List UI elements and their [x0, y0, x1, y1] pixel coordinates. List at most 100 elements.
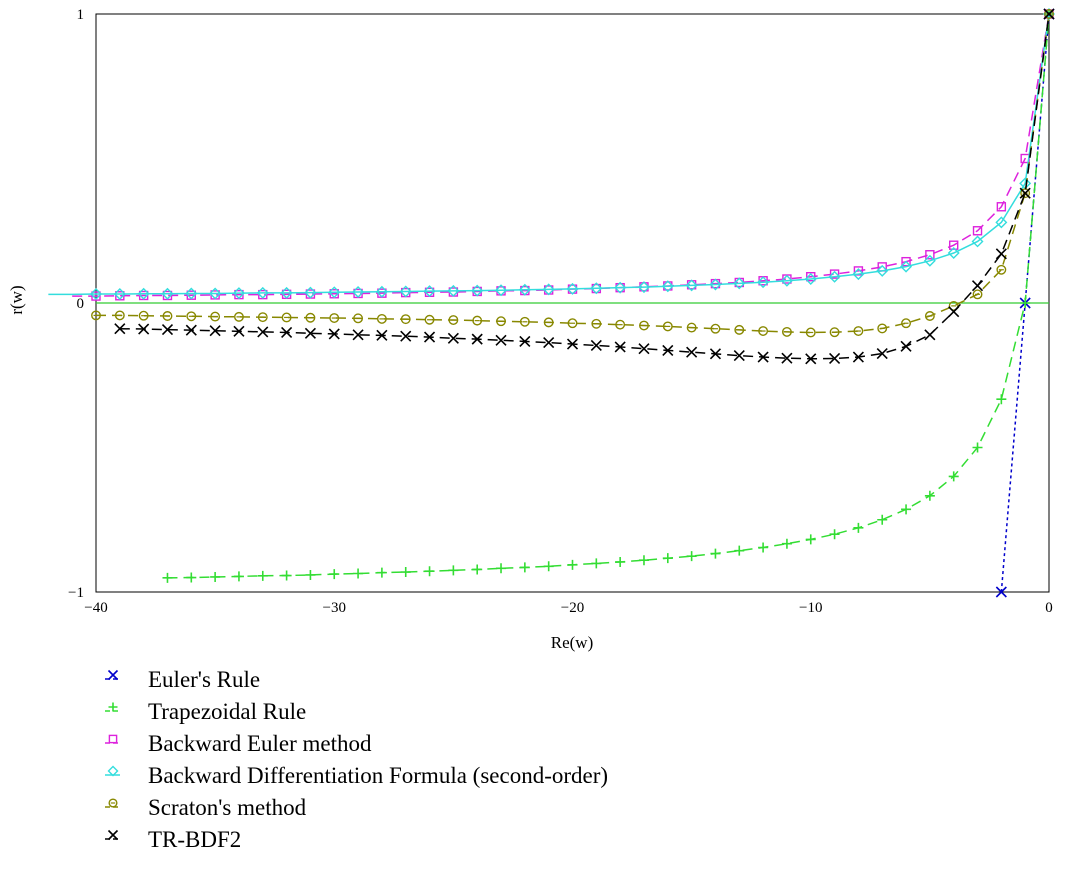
data-point-3-19 [495, 284, 508, 297]
marker-circle-ring [710, 323, 721, 334]
marker-circle-ring [996, 264, 1007, 275]
x-axis-label: Re(w) [551, 633, 593, 652]
data-point-1-3 [233, 571, 244, 582]
data-point-5-18 [543, 337, 555, 349]
series-line-1 [167, 13, 1050, 579]
data-point-3-25 [637, 281, 650, 294]
data-point-4-13 [400, 314, 411, 325]
data-point-2-39 [996, 202, 1007, 212]
data-point-3-36 [900, 260, 913, 273]
data-point-3-8 [232, 287, 245, 300]
data-point-1-0 [162, 572, 173, 583]
marker-circle-ring [781, 326, 792, 337]
data-point-3-14 [375, 285, 388, 298]
data-point-3-28 [709, 278, 722, 291]
data-point-3-34 [852, 268, 865, 281]
legend-item-3: Backward Differentiation Formula (second… [105, 763, 608, 788]
legend-marker [108, 798, 118, 808]
x-tick-label: −40 [84, 600, 107, 616]
data-point-2-1 [91, 291, 101, 301]
data-point-5-17 [519, 335, 531, 348]
data-point-5-19 [566, 338, 579, 350]
series-4 [91, 9, 1054, 338]
data-point-1-1 [186, 572, 197, 583]
marker-circle-ring [662, 321, 673, 332]
data-point-1-22 [686, 551, 697, 562]
data-point-3-12 [328, 286, 341, 299]
marker-circle-ring [448, 315, 459, 326]
series-2 [72, 9, 1054, 301]
data-point-5-16 [495, 334, 507, 346]
marker-circle-ring [329, 313, 340, 323]
data-point-5-12 [400, 330, 412, 342]
data-point-3-35 [876, 264, 889, 277]
legend-label: Backward Euler method [148, 731, 372, 756]
marker-circle-ring [805, 327, 816, 338]
marker-circle-ring [108, 798, 118, 808]
data-point-3-7 [209, 287, 222, 300]
data-point-0-0 [995, 586, 1007, 598]
marker-circle-ring [424, 314, 435, 325]
series-3 [48, 8, 1055, 301]
data-point-4-14 [424, 314, 435, 325]
data-point-5-20 [590, 339, 602, 352]
data-point-3-15 [399, 285, 412, 298]
x-tick-label: 0 [1045, 600, 1053, 616]
legend-item-0: Euler's Rule [105, 667, 260, 692]
data-point-3-2 [90, 288, 102, 301]
data-point-4-17 [496, 316, 506, 327]
data-point-4-12 [376, 313, 387, 324]
data-point-4-11 [353, 313, 364, 324]
x-tick-label: −20 [561, 600, 584, 616]
marker-circle-ring [376, 313, 387, 324]
legend-item-4: Scraton's method [105, 795, 307, 820]
data-point-5-32 [876, 348, 888, 360]
legend-marker [107, 669, 119, 681]
data-point-3-21 [542, 283, 555, 296]
data-point-2-35 [901, 256, 911, 267]
data-point-3-24 [614, 281, 627, 294]
marker-circle-ring [639, 320, 649, 331]
data-point-5-33 [900, 340, 912, 352]
data-point-1-34 [972, 442, 983, 453]
data-point-3-40 [995, 216, 1008, 229]
y-axis-label: r(w) [7, 285, 26, 314]
legend-item-1: Trapezoidal Rule [105, 699, 306, 724]
data-point-5-0 [114, 323, 126, 335]
data-point-5-21 [614, 341, 626, 353]
data-point-1-30 [877, 514, 888, 525]
data-point-4-15 [448, 315, 459, 326]
data-point-3-18 [471, 284, 484, 297]
marker-circle-ring [114, 310, 125, 321]
data-point-4-37 [972, 289, 983, 300]
data-point-1-7 [329, 569, 340, 580]
data-point-3-30 [757, 276, 770, 289]
data-point-4-36 [948, 300, 959, 311]
data-point-3-17 [447, 284, 460, 297]
data-point-1-27 [805, 534, 816, 545]
data-point-2-37 [949, 240, 959, 250]
data-point-5-39 [1043, 8, 1055, 20]
data-point-3-13 [352, 286, 365, 299]
data-point-5-13 [423, 331, 436, 343]
legend-label: Backward Differentiation Formula (second… [148, 763, 608, 788]
marker-circle-ring [233, 311, 244, 322]
data-point-1-19 [615, 556, 626, 567]
data-point-3-29 [733, 277, 746, 290]
legend-label: Scraton's method [148, 795, 307, 820]
data-point-5-8 [304, 327, 316, 339]
data-point-2-32 [829, 269, 840, 279]
data-point-1-35 [996, 394, 1007, 405]
marker-circle-ring [948, 300, 959, 311]
data-point-3-10 [280, 286, 293, 299]
legend-item-2: Backward Euler method [105, 731, 372, 756]
data-point-5-31 [852, 351, 864, 363]
data-point-4-4 [186, 311, 197, 322]
data-point-1-4 [257, 570, 268, 581]
data-point-1-29 [853, 522, 864, 533]
data-point-5-15 [471, 333, 483, 345]
legend-label: Euler's Rule [148, 667, 260, 692]
data-point-5-9 [328, 328, 340, 340]
